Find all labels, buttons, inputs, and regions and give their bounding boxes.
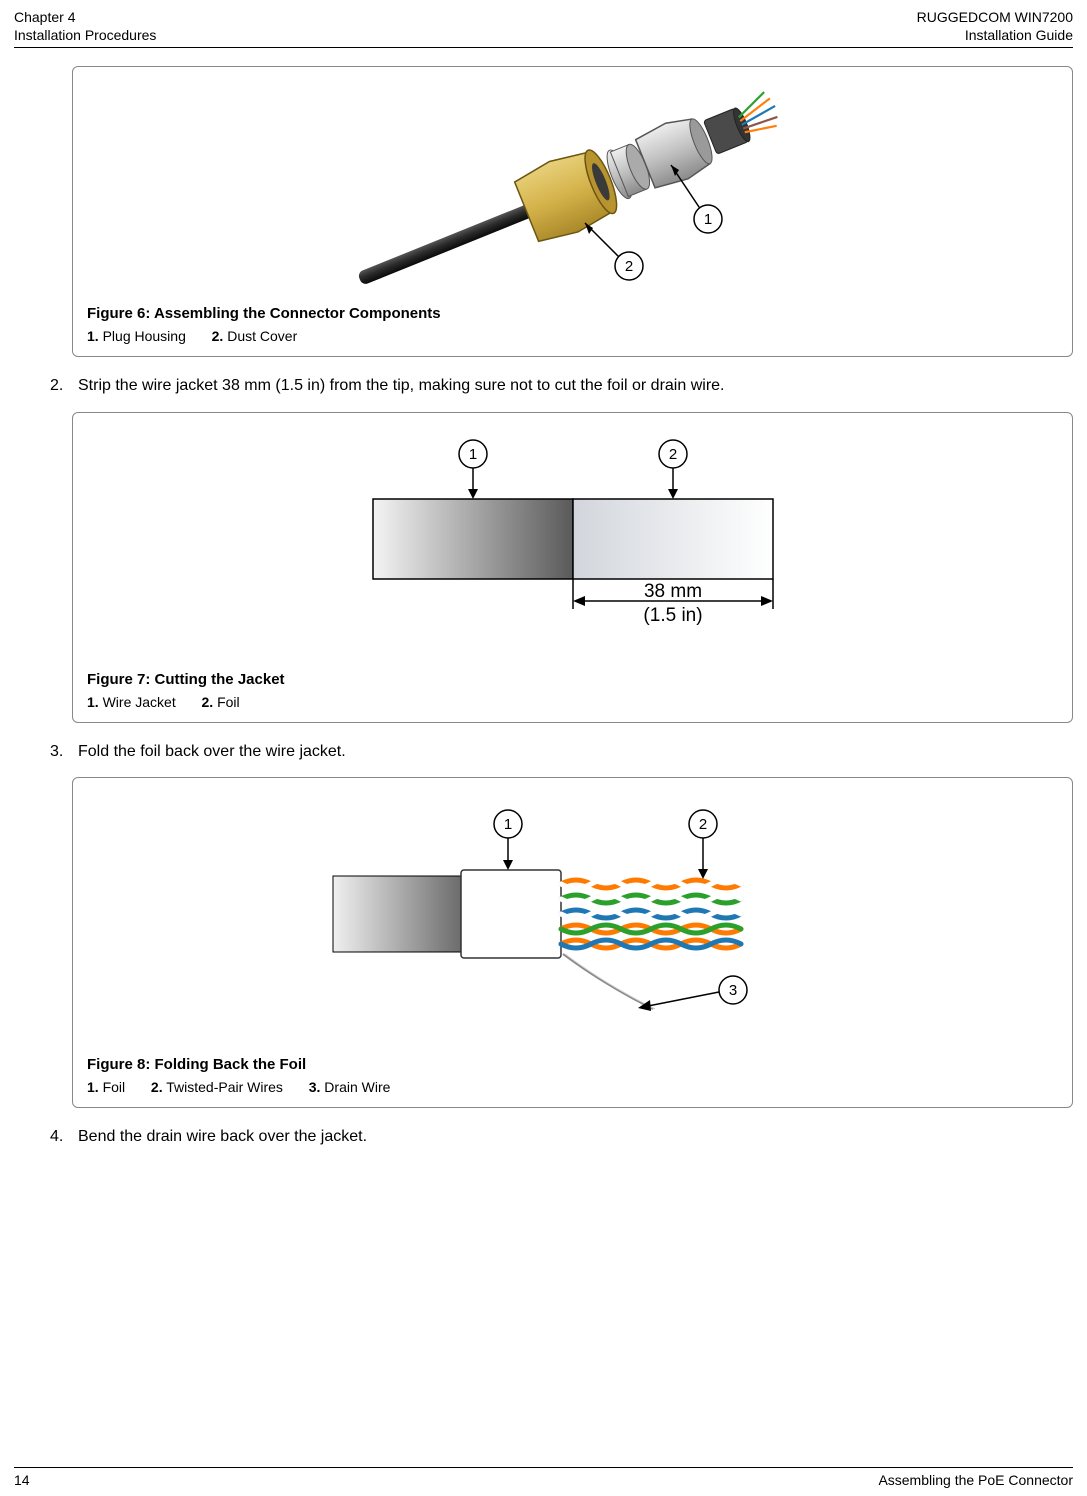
fig7-t2: Foil xyxy=(217,694,240,710)
figure-7-caption: Figure 7: Cutting the Jacket xyxy=(87,671,1058,688)
footer-section: Assembling the PoE Connector xyxy=(878,1472,1073,1488)
fig8-callout-1: 1 xyxy=(494,810,522,870)
fig6-t2: Dust Cover xyxy=(227,328,297,344)
figure-7-box: 1 2 38 mm xyxy=(72,412,1073,723)
figure-8-illustration: 1 2 3 xyxy=(87,794,1058,1044)
figure-6-illustration: 1 2 xyxy=(87,83,1058,293)
fig7-t1: Wire Jacket xyxy=(103,694,176,710)
fig8-n2: 2. xyxy=(151,1079,163,1095)
step-3-text: Fold the foil back over the wire jacket. xyxy=(78,741,346,763)
callout-2-text: 2 xyxy=(624,258,632,275)
fig8-callout-3: 3 xyxy=(638,976,747,1011)
step-4: 4. Bend the drain wire back over the jac… xyxy=(50,1126,1073,1148)
callout-1-text: 1 xyxy=(703,211,711,228)
step-3-num: 3. xyxy=(50,741,78,763)
step-4-text: Bend the drain wire back over the jacket… xyxy=(78,1126,367,1148)
fig7-callout-1: 1 xyxy=(459,440,487,499)
fig8-n3: 3. xyxy=(309,1079,321,1095)
svg-text:1: 1 xyxy=(503,816,511,833)
page-header: Chapter 4 Installation Procedures RUGGED… xyxy=(0,0,1087,47)
svg-text:38 mm: 38 mm xyxy=(643,581,701,602)
page-footer: 14 Assembling the PoE Connector xyxy=(14,1467,1073,1488)
header-left: Chapter 4 Installation Procedures xyxy=(14,8,156,44)
step-4-num: 4. xyxy=(50,1126,78,1148)
svg-text:3: 3 xyxy=(728,982,736,999)
figure-6-box: 1 2 Figure 6: Assembling the Connector C… xyxy=(72,66,1073,357)
header-right: RUGGEDCOM WIN7200 Installation Guide xyxy=(917,8,1073,44)
header-chapter: Chapter 4 xyxy=(14,8,156,26)
fig7-dimension: 38 mm (1.5 in) xyxy=(573,579,773,626)
step-2-text: Strip the wire jacket 38 mm (1.5 in) fro… xyxy=(78,375,724,397)
step-3: 3. Fold the foil back over the wire jack… xyxy=(50,741,1073,763)
fig8-callout-2: 2 xyxy=(689,810,717,879)
fig7-n2: 2. xyxy=(201,694,213,710)
figure-8-legend: 1. Foil 2. Twisted-Pair Wires 3. Drain W… xyxy=(87,1079,1058,1095)
step-2-num: 2. xyxy=(50,375,78,397)
figure-6-caption: Figure 6: Assembling the Connector Compo… xyxy=(87,305,1058,322)
fig8-t2: Twisted-Pair Wires xyxy=(166,1079,283,1095)
figure-8-box: 1 2 3 Figure xyxy=(72,777,1073,1108)
connector-assembly-svg: 1 2 xyxy=(313,83,833,293)
page-number: 14 xyxy=(14,1472,30,1488)
fig8-n1: 1. xyxy=(87,1079,99,1095)
jacket-cut-svg: 1 2 38 mm xyxy=(293,429,853,659)
fig7-n1: 1. xyxy=(87,694,99,710)
fig8-t1: Foil xyxy=(103,1079,126,1095)
header-doc-type: Installation Guide xyxy=(917,26,1073,44)
content-area: 1 2 Figure 6: Assembling the Connector C… xyxy=(0,48,1087,1148)
figure-8-caption: Figure 8: Folding Back the Foil xyxy=(87,1056,1058,1073)
figure-6-legend: 1. Plug Housing 2. Dust Cover xyxy=(87,328,1058,344)
header-section: Installation Procedures xyxy=(14,26,156,44)
svg-text:(1.5 in): (1.5 in) xyxy=(643,605,702,626)
fig6-n2: 2. xyxy=(212,328,224,344)
fig7-callout-2: 2 xyxy=(659,440,687,499)
fig8-t3: Drain Wire xyxy=(324,1079,390,1095)
footer-rule xyxy=(14,1467,1073,1468)
step-2: 2. Strip the wire jacket 38 mm (1.5 in) … xyxy=(50,375,1073,397)
svg-text:1: 1 xyxy=(468,446,476,463)
svg-text:2: 2 xyxy=(668,446,676,463)
fig6-t1: Plug Housing xyxy=(103,328,186,344)
footer-line: 14 Assembling the PoE Connector xyxy=(14,1472,1073,1488)
fig6-n1: 1. xyxy=(87,328,99,344)
fold-foil-svg: 1 2 3 xyxy=(273,794,873,1044)
callout-2: 2 xyxy=(585,223,643,280)
callout-1: 1 xyxy=(671,165,722,233)
figure-7-illustration: 1 2 38 mm xyxy=(87,429,1058,659)
header-product: RUGGEDCOM WIN7200 xyxy=(917,8,1073,26)
figure-7-legend: 1. Wire Jacket 2. Foil xyxy=(87,694,1058,710)
svg-text:2: 2 xyxy=(698,816,706,833)
